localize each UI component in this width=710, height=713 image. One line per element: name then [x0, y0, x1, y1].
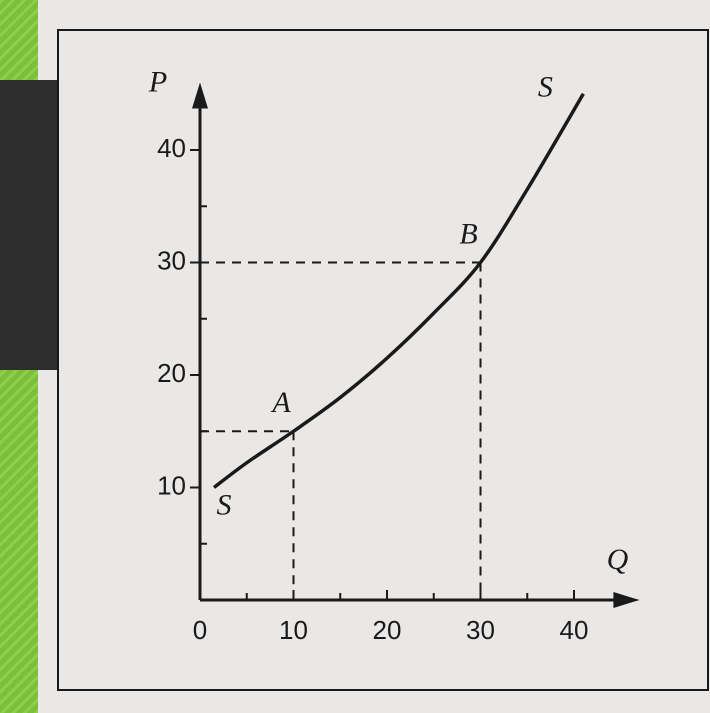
- x-tick-label: 20: [373, 615, 402, 645]
- curve-label: S: [217, 488, 232, 521]
- x-tick-label: 0: [193, 615, 207, 645]
- dark-block: [0, 80, 58, 370]
- x-axis-label: Q: [607, 543, 629, 576]
- chart: Q P 0 10 20 30 40 10 20 30 40 A B S S: [0, 0, 710, 713]
- x-tick-label: 10: [279, 615, 308, 645]
- y-tick-label: 40: [157, 133, 186, 163]
- y-tick-label: 10: [157, 470, 186, 500]
- x-tick-label: 40: [560, 615, 589, 645]
- x-tick-label: 30: [466, 615, 495, 645]
- point-label: B: [459, 217, 477, 250]
- y-axis-label: P: [148, 65, 167, 98]
- paper: [38, 0, 710, 713]
- page: QP01020304010203040ABSS (() => { const d…: [0, 0, 710, 713]
- point-label: A: [270, 386, 291, 419]
- y-tick-label: 20: [157, 358, 186, 388]
- curve-label: S: [538, 71, 553, 104]
- y-tick-label: 30: [157, 245, 186, 275]
